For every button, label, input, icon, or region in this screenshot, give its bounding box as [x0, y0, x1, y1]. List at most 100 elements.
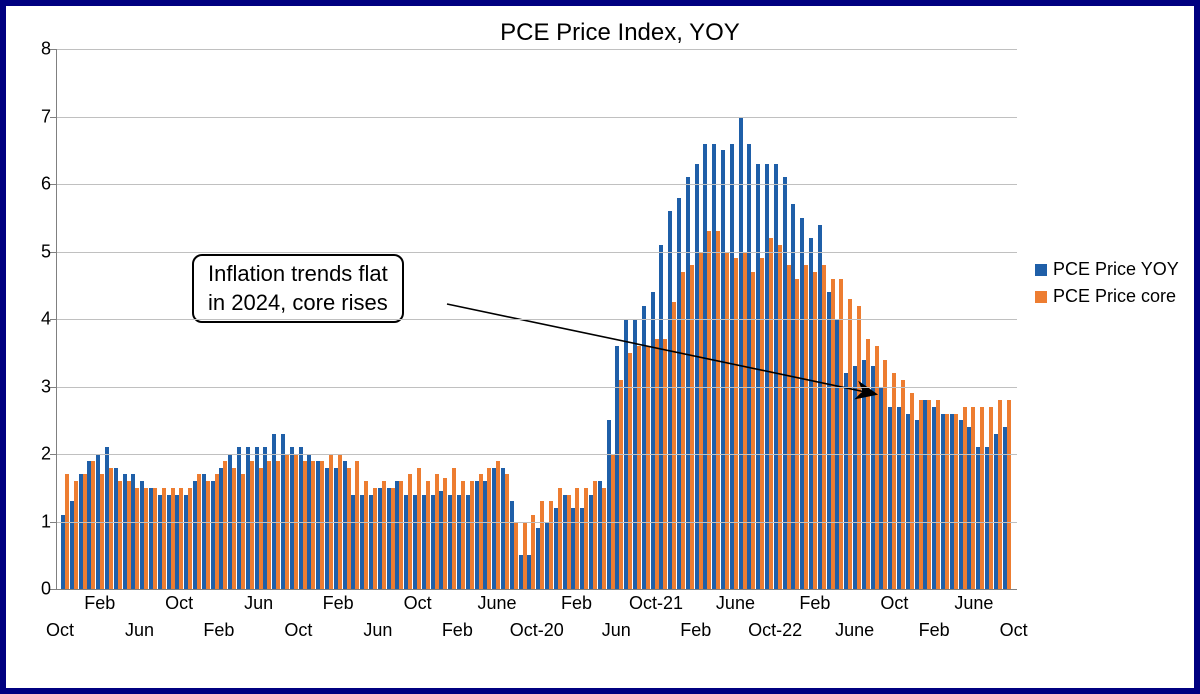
- bar-pce-core: [575, 488, 579, 589]
- bar-group: [985, 407, 993, 589]
- bar-pce-core: [373, 488, 377, 589]
- bar-pce-core: [989, 407, 993, 589]
- bar-group: [739, 117, 747, 590]
- bar-group: [818, 225, 826, 590]
- x-tick-label: Oct: [880, 593, 908, 614]
- chart-frame: PCE Price Index, YOY Inflation trends fl…: [0, 0, 1200, 694]
- bar-group: [87, 461, 95, 589]
- bar-pce-core: [461, 481, 465, 589]
- bar-pce-core: [910, 393, 914, 589]
- bar-pce-core: [215, 474, 219, 589]
- bar-pce-core: [109, 468, 113, 590]
- bar-group: [659, 245, 667, 589]
- gridline: [57, 252, 1017, 253]
- bar-group: [140, 481, 148, 589]
- bar-group: [193, 474, 201, 589]
- bar-pce-core: [795, 279, 799, 590]
- bar-pce-core: [206, 481, 210, 589]
- y-tick: [50, 454, 57, 455]
- bar-group: [976, 407, 984, 589]
- x-tick-label: June: [835, 620, 874, 641]
- bar-pce-core: [663, 339, 667, 589]
- bar-group: [246, 447, 254, 589]
- y-tick: [50, 252, 57, 253]
- bar-group: [519, 522, 527, 590]
- bar-group: [527, 515, 535, 589]
- chart-title: PCE Price Index, YOY: [56, 19, 1184, 47]
- bar-pce-core: [875, 346, 879, 589]
- bar-group: [466, 481, 474, 589]
- bar-group: [791, 204, 799, 589]
- bar-pce-core: [496, 461, 500, 589]
- bar-pce-core: [619, 380, 623, 589]
- x-tick-label: Feb: [799, 593, 830, 614]
- x-tick-label: Oct: [165, 593, 193, 614]
- y-tick-label: 4: [27, 309, 51, 330]
- bar-pce-core: [866, 339, 870, 589]
- bar-pce-core: [399, 481, 403, 589]
- bar-group: [369, 488, 377, 589]
- bar-pce-core: [83, 474, 87, 589]
- bar-group: [967, 407, 975, 589]
- bar-pce-core: [426, 481, 430, 589]
- bar-group: [202, 474, 210, 589]
- bar-group: [554, 488, 562, 589]
- bar-pce-core: [320, 461, 324, 589]
- bar-pce-core: [804, 265, 808, 589]
- gridline: [57, 454, 1017, 455]
- bar-pce-core: [699, 252, 703, 590]
- bar-pce-core: [232, 468, 236, 590]
- bar-pce-core: [435, 474, 439, 589]
- bar-group: [387, 488, 395, 589]
- bar-pce-core: [391, 488, 395, 589]
- bar-group: [439, 478, 447, 589]
- bar-group: [114, 468, 122, 590]
- bar-group: [149, 488, 157, 589]
- bar-pce-core: [223, 461, 227, 589]
- bar-group: [219, 461, 227, 589]
- bar-pce-core: [65, 474, 69, 589]
- bar-group: [871, 346, 879, 589]
- bar-pce-core: [927, 400, 931, 589]
- bar-group: [1003, 400, 1011, 589]
- bar-pce-core: [408, 474, 412, 589]
- x-tick-label: Feb: [561, 593, 592, 614]
- bar-group: [879, 360, 887, 590]
- bar-group: [695, 164, 703, 589]
- bar-group: [413, 468, 421, 590]
- bar-group: [431, 474, 439, 589]
- bar-group: [131, 474, 139, 589]
- bar-pce-core: [364, 481, 368, 589]
- legend-label: PCE Price YOY: [1053, 259, 1179, 280]
- bar-pce-core: [470, 481, 474, 589]
- bar-pce-core: [1007, 400, 1011, 589]
- y-tick-label: 8: [27, 39, 51, 60]
- bar-pce-core: [980, 407, 984, 589]
- bar-group: [79, 474, 87, 589]
- bar-group: [915, 400, 923, 589]
- bar-pce-core: [382, 481, 386, 589]
- bar-group: [783, 177, 791, 589]
- bar-pce-core: [250, 461, 254, 589]
- y-tick-label: 2: [27, 444, 51, 465]
- bar-group: [175, 488, 183, 589]
- bar-group: [941, 414, 949, 590]
- bar-group: [959, 407, 967, 589]
- x-tick-label: Oct: [46, 620, 74, 641]
- bar-group: [853, 306, 861, 590]
- bar-pce-core: [311, 461, 315, 589]
- bar-group: [774, 164, 782, 589]
- bar-pce-core: [549, 501, 553, 589]
- y-tick-label: 0: [27, 579, 51, 600]
- legend-swatch: [1035, 291, 1047, 303]
- bar-pce-core: [74, 481, 78, 589]
- bar-group: [906, 393, 914, 589]
- gridline: [57, 184, 1017, 185]
- bar-pce-core: [602, 488, 606, 589]
- legend-label: PCE Price core: [1053, 286, 1176, 307]
- x-tick-label: June: [954, 593, 993, 614]
- bar-pce-core: [954, 414, 958, 590]
- bar-pce-core: [725, 252, 729, 590]
- bar-group: [536, 501, 544, 589]
- bar-group: [756, 164, 764, 589]
